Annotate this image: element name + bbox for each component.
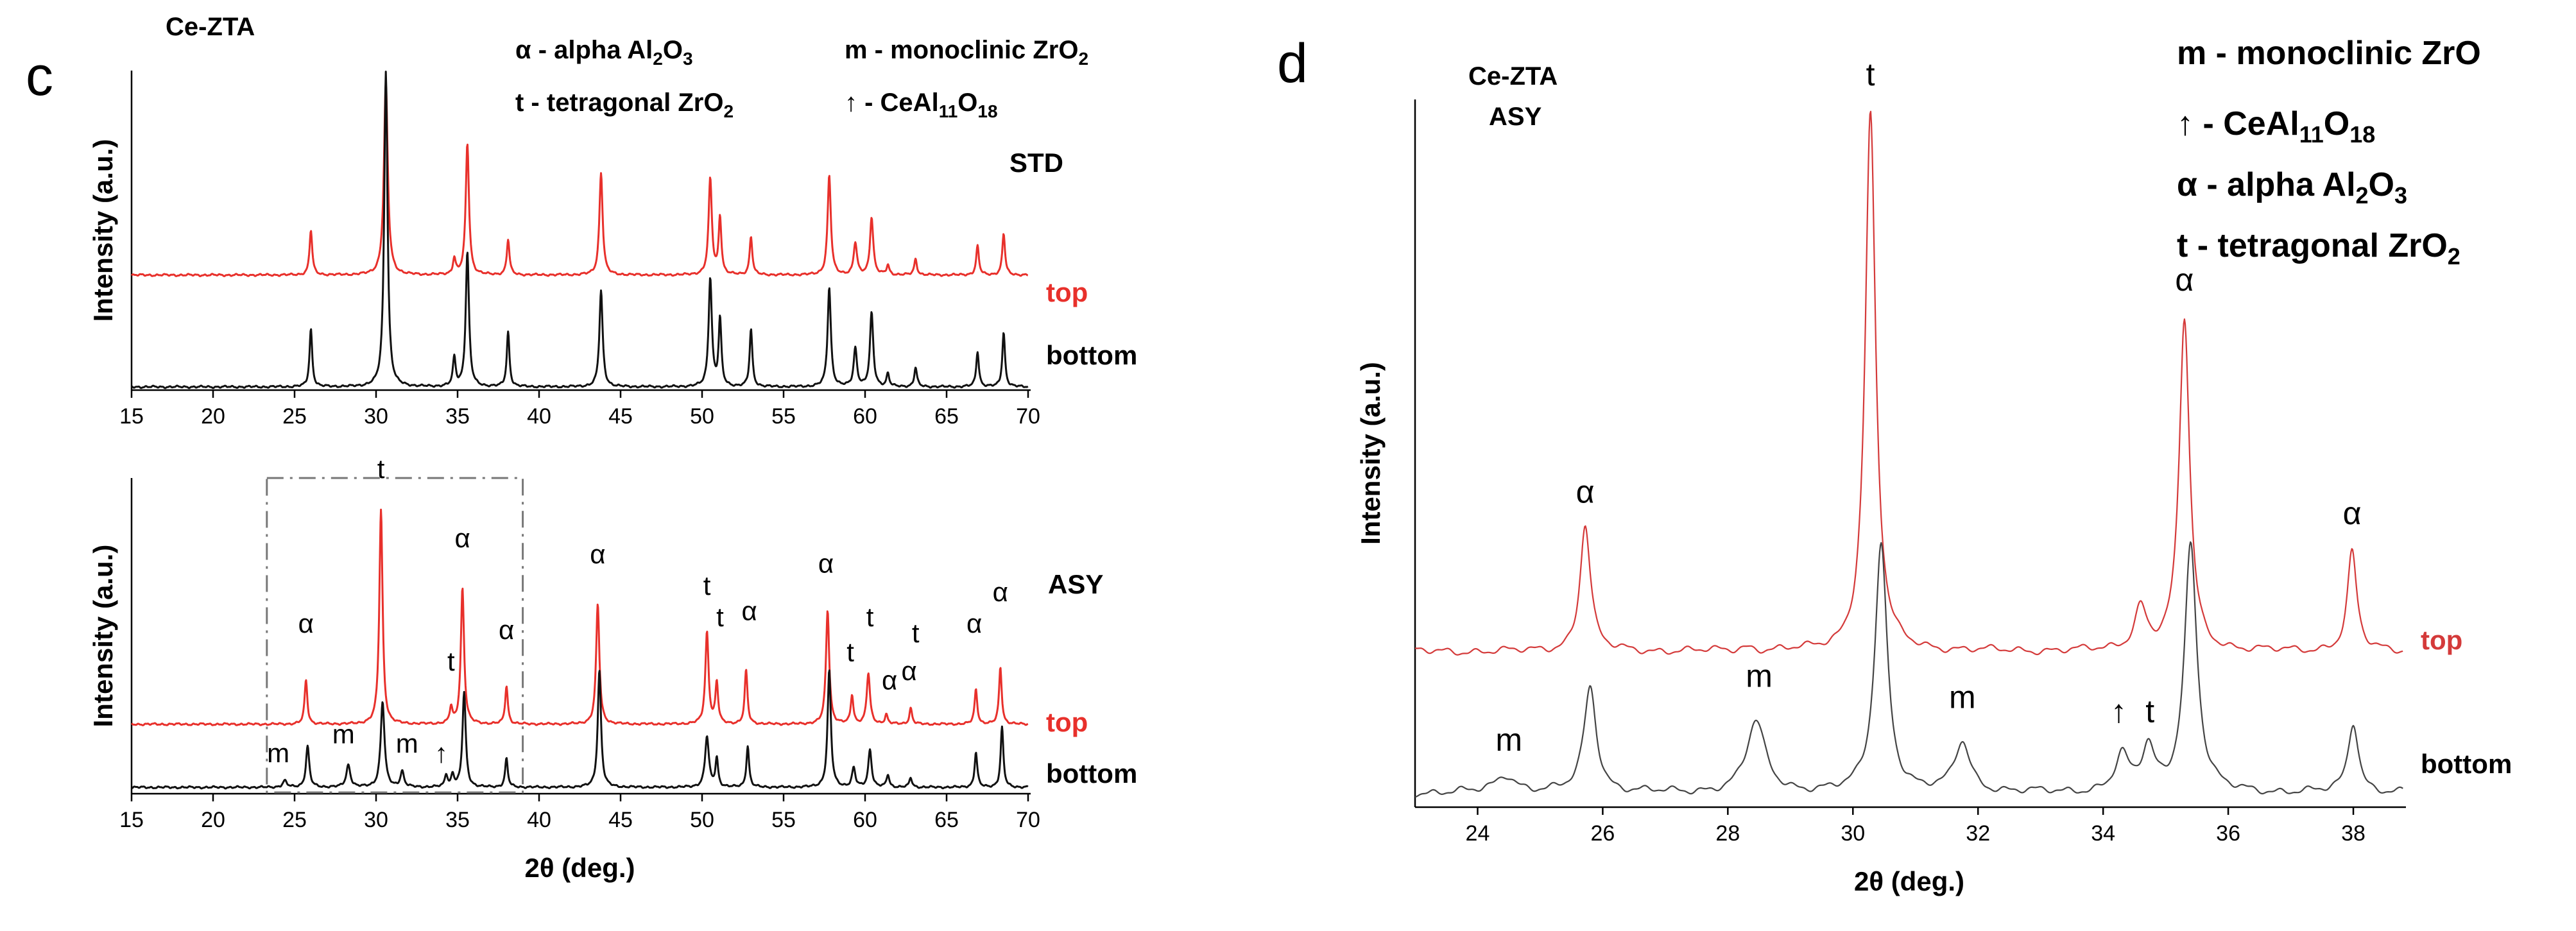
x-tick-label: 25 <box>282 404 307 429</box>
series-line-bottom <box>1414 541 2403 798</box>
legend-c-alpha: α - alpha Al2O3 <box>515 36 693 69</box>
plot-d: 24 26 28 30 32 34 36 38 Intensity (a.u.) 2θ (deg.… <box>1355 56 2512 896</box>
peak-annotation: m <box>332 719 355 749</box>
y-axis-label: Intensity (a.u.) <box>88 545 118 728</box>
series-label-bottom: bottom <box>1046 340 1137 370</box>
x-tick-label: 45 <box>608 404 633 429</box>
x-tick-label: 55 <box>771 808 796 832</box>
x-tick-label: 32 <box>1966 821 1990 846</box>
peak-annotation: α <box>901 656 916 686</box>
x-tick-label: 40 <box>527 808 551 832</box>
x-tick-label: 45 <box>608 808 633 832</box>
panel-d-sample-line1: Ce-ZTA <box>1468 62 1558 90</box>
x-tick-label: 28 <box>1715 821 1740 846</box>
x-tick-label: 35 <box>445 808 470 832</box>
peak-annotation: α <box>2343 495 2362 531</box>
peak-annotation: α <box>454 523 470 553</box>
panel-d-label: d <box>1277 33 1308 94</box>
peak-annotation: m <box>267 738 289 768</box>
peak-annotation: t <box>846 636 854 667</box>
x-tick-label: 60 <box>853 808 877 832</box>
x-tick-label: 70 <box>1016 404 1040 429</box>
series-line-bottom <box>131 669 1029 790</box>
x-tick-label: 34 <box>2091 821 2115 846</box>
legend-c-monoclinic: m - monoclinic ZrO2 <box>845 36 1088 69</box>
x-tick-label: 38 <box>2341 821 2366 846</box>
x-tick-label: 15 <box>119 808 144 832</box>
x-tick-label: 70 <box>1016 808 1040 832</box>
series-line-bottom <box>131 71 1029 389</box>
legend-d-tetragonal: t - tetragonal ZrO2 <box>2177 227 2460 269</box>
legend-d-alpha: α - alpha Al2O3 <box>2177 166 2407 209</box>
peak-annotation: α <box>966 608 982 638</box>
x-tick-label: 24 <box>1466 821 1490 846</box>
peak-annotation: m <box>1949 679 1976 715</box>
x-tick-label: 60 <box>853 404 877 429</box>
peak-annotation: α <box>882 665 897 696</box>
peak-annotation: ↑ <box>434 738 448 768</box>
plot-c-std: 15 20 25 30 35 40 45 50 55 60 65 70 Intensity (a.u.)… <box>88 71 1137 429</box>
peak-annotation: t <box>866 602 874 632</box>
x-tick-label: 36 <box>2216 821 2240 846</box>
panel-title: ASY <box>1048 569 1103 599</box>
x-tick-label: 65 <box>934 404 959 429</box>
panel-d-sample-line2: ASY <box>1489 103 1542 131</box>
legend-c-cealo: ↑ - CeAl11O18 <box>845 89 998 121</box>
x-tick-label: 40 <box>527 404 551 429</box>
x-tick-label: 30 <box>1841 821 1865 846</box>
x-tick-label: 55 <box>771 404 796 429</box>
x-tick-label: 50 <box>690 808 714 832</box>
x-tick-label: 30 <box>364 808 388 832</box>
peak-annotation: α <box>742 595 757 626</box>
legend-d-monoclinic: m - monoclinic ZrO <box>2177 35 2481 72</box>
x-tick-label: 35 <box>445 404 470 429</box>
series-label-bottom: bottom <box>2421 749 2512 779</box>
zoom-box <box>266 477 524 794</box>
peak-annotation: t <box>377 454 385 484</box>
x-tick-label: 50 <box>690 404 714 429</box>
peak-annotation: ↑ <box>2111 694 2127 730</box>
y-axis-label: Intensity (a.u.) <box>1355 362 1386 545</box>
peak-annotation: t <box>2145 694 2154 730</box>
peak-annotation: α <box>2175 262 2194 298</box>
panel-c-sample-label: Ce-ZTA <box>166 13 255 41</box>
peak-annotation: α <box>499 615 514 645</box>
peak-annotation: t <box>447 646 455 676</box>
peak-annotation: α <box>993 577 1008 607</box>
peak-annotation: α <box>818 549 834 579</box>
peak-annotation: m <box>1746 658 1773 694</box>
series-label-top: top <box>1046 707 1088 737</box>
panel-title: STD <box>1009 148 1063 178</box>
x-tick-label: 65 <box>934 808 959 832</box>
series-label-top: top <box>1046 277 1088 307</box>
series-label-bottom: bottom <box>1046 758 1137 789</box>
peak-annotation: t <box>703 570 711 601</box>
peak-annotation: m <box>396 728 418 758</box>
peak-annotation: t <box>912 618 920 648</box>
legend-d-cealo: ↑ - CeAl11O18 <box>2177 105 2375 148</box>
x-axis-label: 2θ (deg.) <box>1854 866 1964 896</box>
x-tick-label: 20 <box>201 808 225 832</box>
peak-annotation: t <box>716 602 724 632</box>
panel-c-label: c <box>26 46 53 107</box>
series-line-top <box>131 81 1029 277</box>
x-tick-label: 15 <box>119 404 144 429</box>
x-tick-label: 25 <box>282 808 307 832</box>
peak-annotation: α <box>298 608 314 638</box>
x-axis-label: 2θ (deg.) <box>524 853 635 883</box>
y-axis-label: Intensity (a.u.) <box>88 139 118 322</box>
peak-annotation: m <box>1495 722 1522 758</box>
plot-c-asy: 15 20 25 30 35 40 45 50 55 60 65 70 Intensity (a.u.)… <box>88 454 1137 883</box>
x-tick-label: 30 <box>364 404 388 429</box>
peak-annotation: t <box>1866 56 1875 92</box>
series-line-top <box>131 508 1029 726</box>
x-tick-label: 20 <box>201 404 225 429</box>
peak-annotation: α <box>590 539 605 569</box>
series-label-top: top <box>2421 625 2462 655</box>
x-tick-label: 26 <box>1590 821 1615 846</box>
peak-annotation: α <box>1576 474 1595 510</box>
legend-c-tetragonal: t - tetragonal ZrO2 <box>515 89 734 121</box>
series-line-top <box>1414 110 2403 656</box>
